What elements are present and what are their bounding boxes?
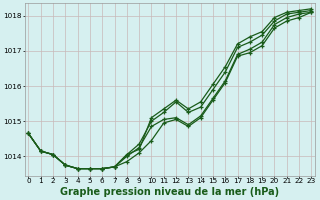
X-axis label: Graphe pression niveau de la mer (hPa): Graphe pression niveau de la mer (hPa) — [60, 187, 279, 197]
